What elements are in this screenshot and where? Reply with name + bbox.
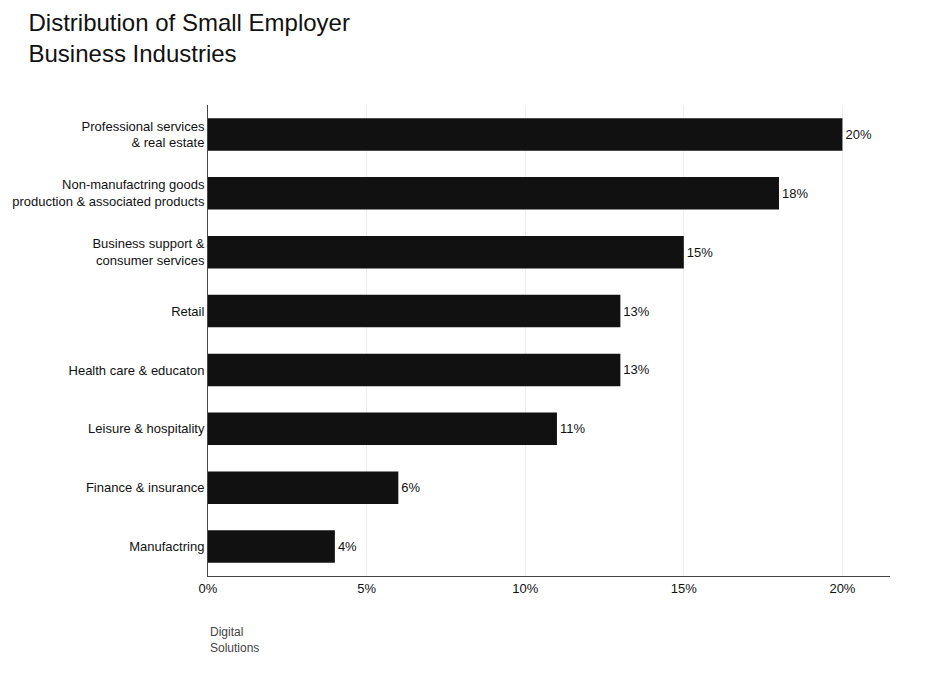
svg-text:20%: 20% [829,581,855,596]
svg-text:Finance & insurance: Finance & insurance [86,480,205,495]
svg-text:Manufactring: Manufactring [129,539,204,554]
svg-text:Business support &consumer ser: Business support &consumer services [92,236,205,268]
svg-text:18%: 18% [782,186,808,201]
svg-text:13%: 13% [623,304,649,319]
svg-text:Health care & educaton: Health care & educaton [69,362,205,377]
svg-text:6%: 6% [401,480,420,495]
svg-text:0%: 0% [199,581,218,596]
svg-text:5%: 5% [357,581,376,596]
svg-text:4%: 4% [338,539,357,554]
svg-text:Distribution of Small Employer: Distribution of Small EmployerBusiness I… [29,9,350,67]
svg-text:11%: 11% [560,421,585,436]
svg-text:20%: 20% [845,127,871,142]
svg-text:Leisure & hospitality: Leisure & hospitality [88,421,205,436]
svg-text:DigitalSolutions: DigitalSolutions [210,625,259,655]
svg-text:Retail: Retail [171,304,204,319]
svg-text:Professional services& real es: Professional services& real estate [82,119,205,151]
svg-text:Non-manufactring goodsproducti: Non-manufactring goodsproduction & assoc… [12,177,205,209]
svg-text:10%: 10% [512,581,538,596]
svg-text:13%: 13% [623,362,649,377]
svg-text:15%: 15% [671,581,697,596]
svg-text:15%: 15% [687,245,713,260]
